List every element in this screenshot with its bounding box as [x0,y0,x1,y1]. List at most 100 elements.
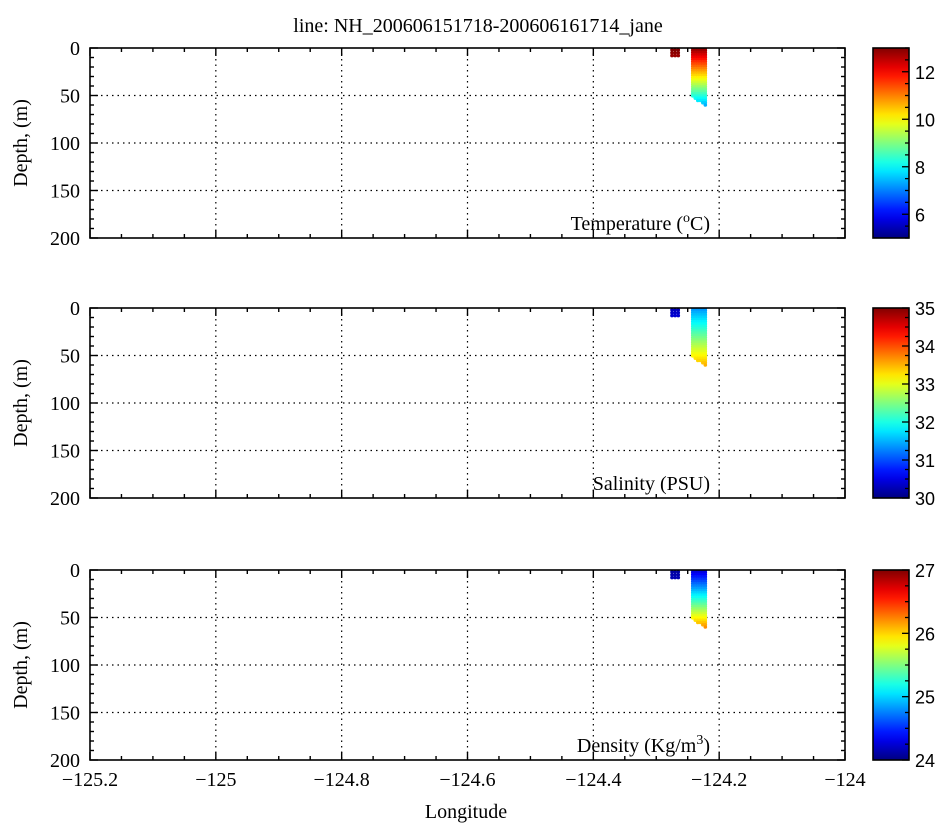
data-points [670,48,708,107]
data-point [673,53,677,58]
data-point [693,96,698,100]
data-points [670,308,708,367]
data-point [670,572,674,577]
panel-label-temperature: Temperature (oC) [571,211,710,235]
x-tick-label: −124 [824,769,865,791]
y-axis-title: Depth, (m) [10,621,32,709]
data-point [676,570,681,574]
data-point [673,48,677,52]
colorbar-tick-label: 6 [915,205,925,225]
data-point [670,50,674,55]
data-point [690,94,695,98]
panel-label-density: Density (Kg/m3) [577,733,710,757]
y-tick-label: 50 [60,608,80,630]
panel-temperature: 0 50 100 150 200 Depth, (m) Temperature (oC) 6 8… [10,38,935,250]
x-tick-label: −124.4 [565,769,621,791]
data-point [670,310,674,315]
data-point [673,570,677,574]
data-point [670,48,674,52]
data-point [695,620,700,625]
colorbar-gradient [872,569,910,761]
x-axis-title: Longitude [425,801,507,823]
data-point [676,48,681,52]
y-tick-label: 150 [50,181,80,203]
data-point [673,572,677,577]
data-point [673,313,677,318]
data-point [698,358,703,363]
colorbar-tick-label: 35 [915,299,935,319]
colorbar-gradient [872,307,910,499]
panel-salinity: 0 50 100 150 200 Depth, (m) Salinity (PSU) 30 31… [10,298,935,510]
colorbar-tick-label: 25 [915,688,935,708]
data-point [673,50,677,55]
x-tick-label: −125.2 [62,769,118,791]
x-tick-label: −124.2 [691,769,747,791]
x-tick-label: −125 [195,769,236,791]
data-point [701,100,705,105]
y-tick-label: 150 [50,441,80,463]
y-tick-label: 200 [50,228,80,250]
colorbar-tick-label: 34 [915,337,935,357]
data-point [676,53,681,58]
data-points [670,570,708,629]
data-point [670,313,674,318]
data-point [676,313,681,318]
data-point [701,360,705,365]
data-point [690,616,695,620]
data-point [693,356,698,360]
colorbar-tick-label: 26 [915,624,935,644]
colorbar-tick-label: 8 [915,158,925,178]
data-point [676,50,681,55]
data-point [695,358,700,363]
colorbar-salinity: 30 31 32 33 34 35 [872,299,935,509]
data-point [698,98,703,103]
data-point [673,575,677,580]
panel-label-salinity: Salinity (PSU) [593,473,710,495]
y-tick-label: 200 [50,750,80,772]
colorbar-tick-label: 30 [915,489,935,509]
y-tick-label: 50 [60,86,80,108]
colorbar-density: 24 25 26 27 [872,561,935,771]
colorbar-tick-label: 27 [915,561,935,581]
x-tick-label: −124.8 [314,769,370,791]
data-point [703,625,708,629]
colorbar-tick-label: 10 [915,110,935,130]
data-point [673,310,677,315]
y-tick-label: 150 [50,703,80,725]
data-point [676,575,681,580]
data-point [673,308,677,312]
data-point [670,575,674,580]
y-tick-label: 100 [50,393,80,415]
y-tick-label: 0 [70,560,80,582]
colorbar-tick-label: 24 [915,751,935,771]
colorbar-tick-label: 12 [915,63,935,83]
data-point [698,620,703,625]
data-point [703,363,708,367]
colorbar-tick-label: 32 [915,413,935,433]
data-point [676,308,681,312]
colorbar-tick-label: 31 [915,451,935,471]
y-tick-label: 0 [70,298,80,320]
y-tick-label: 100 [50,655,80,677]
data-point [676,572,681,577]
colorbar-gradient [872,47,910,239]
data-point [676,310,681,315]
y-axis-title: Depth, (m) [10,99,32,187]
figure-title: line: NH_200606151718-200606161714_jane [293,15,663,37]
data-point [670,570,674,574]
data-point [701,622,705,627]
y-tick-label: 0 [70,38,80,60]
data-point [695,98,700,103]
data-point [693,618,698,622]
y-axis-title: Depth, (m) [10,359,32,447]
y-tick-label: 100 [50,133,80,155]
data-point [703,103,708,107]
colorbar-tick-label: 33 [915,375,935,395]
panel-density: 0 50 100 150 200−125.2 −125 −124.8 −124.6 −124.4… [10,560,935,791]
data-point [670,308,674,312]
colorbar-temperature: 6 8 10 12 [872,47,935,239]
x-tick-label: −124.6 [439,769,495,791]
y-tick-label: 200 [50,488,80,510]
data-point [670,53,674,58]
